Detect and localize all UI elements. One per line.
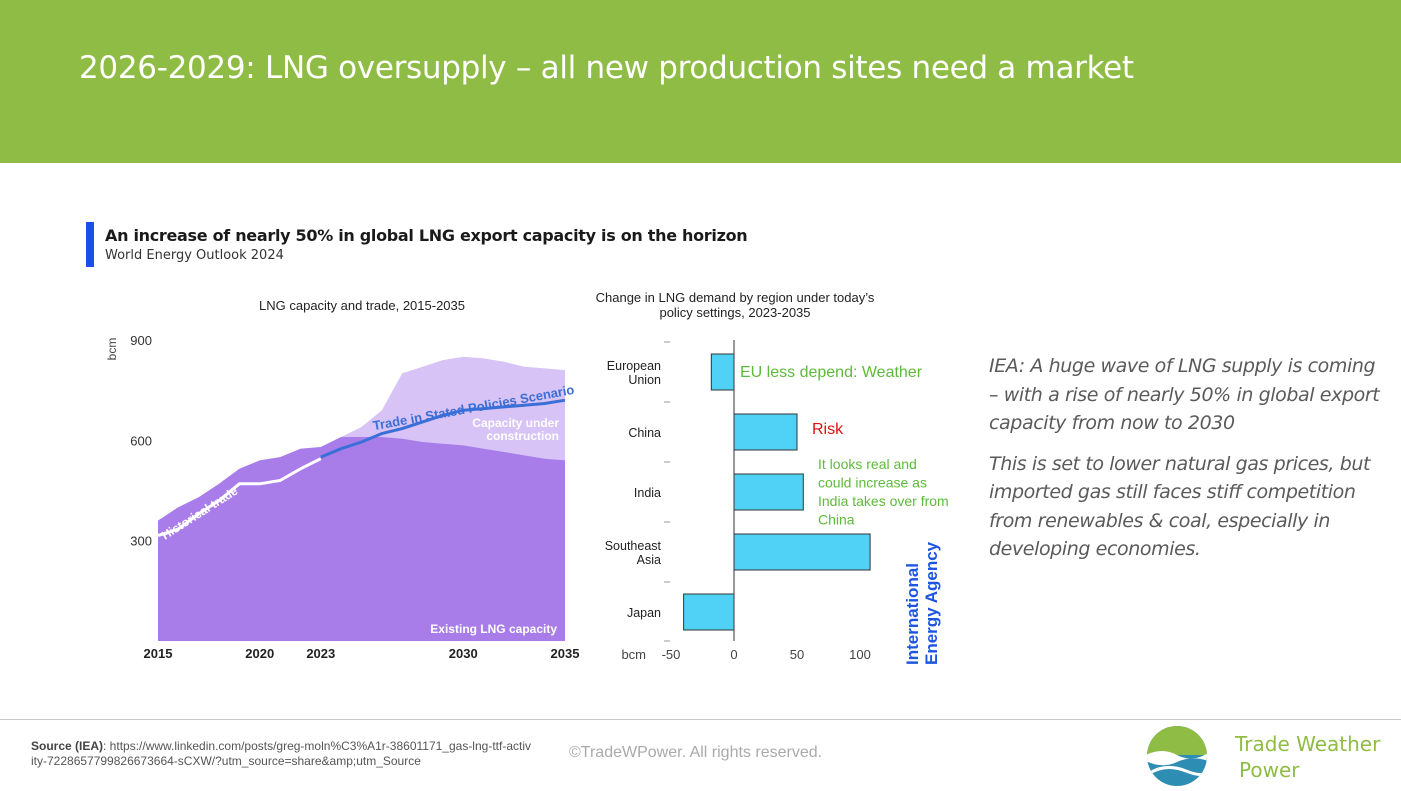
source-citation: Source (IEA): https://www.linkedin.com/p… <box>31 739 531 769</box>
right-xtick-label: 50 <box>790 647 804 662</box>
iea-note: IEA: A huge wave of LNG supply is coming… <box>989 352 1389 576</box>
label-capacity-under-construction-1: Capacity under <box>472 416 559 430</box>
right-chart-xlabel: bcm <box>621 647 646 662</box>
copyright-notice: ©TradeWPower. All rights reserved. <box>569 744 823 761</box>
right-xtick-label: 100 <box>849 647 871 662</box>
left-ytick-label: 300 <box>130 534 152 549</box>
category-label: European <box>607 359 661 373</box>
left-xtick-label: 2020 <box>245 646 274 661</box>
brand-line-1: Trade Weather <box>1235 732 1381 756</box>
source-url[interactable]: : https://www.linkedin.com/posts/greg-mo… <box>31 739 531 768</box>
category-label: Union <box>628 373 661 387</box>
left-ytick-label: 600 <box>130 433 152 448</box>
footer-divider <box>0 719 1401 720</box>
source-label: Source (IEA) <box>31 739 104 753</box>
brand-line-2: Power <box>1239 758 1300 782</box>
category-label: Southeast <box>605 539 662 553</box>
category-label: India <box>634 486 661 500</box>
page-title: 2026-2029: LNG oversupply – all new prod… <box>79 50 1134 86</box>
left-xtick-label: 2023 <box>306 646 335 661</box>
figure-title: An increase of nearly 50% in global LNG … <box>105 226 748 245</box>
bar-demand-change <box>733 533 871 571</box>
bar-demand-change <box>683 593 735 631</box>
label-existing-lng-capacity: Existing LNG capacity <box>430 622 557 636</box>
figure-accent-bar <box>86 222 94 267</box>
figure-subtitle: World Energy Outlook 2024 <box>105 248 284 263</box>
bar-demand-change <box>710 353 735 391</box>
agency-label-line-2: Energy Agency <box>922 541 941 665</box>
right-chart-title-line-2: policy settings, 2023-2035 <box>659 305 810 320</box>
line-trade-stated-policies <box>320 398 566 459</box>
brand-name: Trade Weather Power <box>1235 731 1380 783</box>
label-capacity-under-construction-2: construction <box>486 429 559 443</box>
left-xtick-label: 2030 <box>449 646 478 661</box>
category-label: Asia <box>637 553 661 567</box>
charts-canvas: LNG capacity and trade, 2015-2035 bcm 300 6… <box>105 290 949 665</box>
category-label: China <box>628 426 661 440</box>
annotation-india-line: India takes over from <box>818 493 949 509</box>
header-banner: 2026-2029: LNG oversupply – all new prod… <box>0 0 1401 163</box>
area-existing-lng-capacity <box>158 437 565 641</box>
line-historical-trade <box>157 457 322 538</box>
note-paragraph-2: This is set to lower natural gas prices,… <box>989 452 1371 561</box>
bar-demand-change <box>733 413 798 451</box>
right-xtick-label: -50 <box>662 647 681 662</box>
annotation-india-line: could increase as <box>818 475 927 491</box>
annotation-india-line: China <box>818 512 855 528</box>
trade-weather-power-logo <box>1147 726 1207 786</box>
note-paragraph-1: IEA: A huge wave of LNG supply is coming… <box>989 355 1380 434</box>
left-xtick-label: 2015 <box>144 646 173 661</box>
left-xtick-label: 2035 <box>551 646 580 661</box>
right-chart-title-line-1: Change in LNG demand by region under tod… <box>596 290 875 305</box>
category-label: Japan <box>627 606 661 620</box>
right-xtick-label: 0 <box>730 647 737 662</box>
bar-demand-change <box>733 473 804 511</box>
agency-label-line-1: International <box>903 563 922 665</box>
left-chart-title: LNG capacity and trade, 2015-2035 <box>259 298 465 313</box>
annotation-china-risk: Risk <box>812 421 844 438</box>
left-ytick-label: 900 <box>130 333 152 348</box>
left-chart-ylabel: bcm <box>105 338 119 361</box>
annotation-eu: EU less depend: Weather <box>740 364 923 381</box>
annotation-india-line: It looks real and <box>818 456 917 472</box>
